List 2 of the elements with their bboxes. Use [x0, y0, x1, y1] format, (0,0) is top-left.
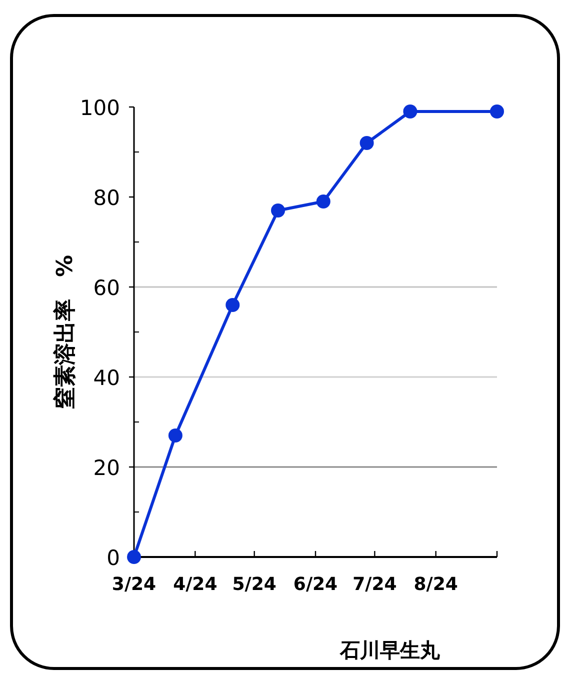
annotation: 石川早生丸: [340, 638, 440, 662]
ylabel: 窒素溶出率 %: [53, 254, 78, 410]
